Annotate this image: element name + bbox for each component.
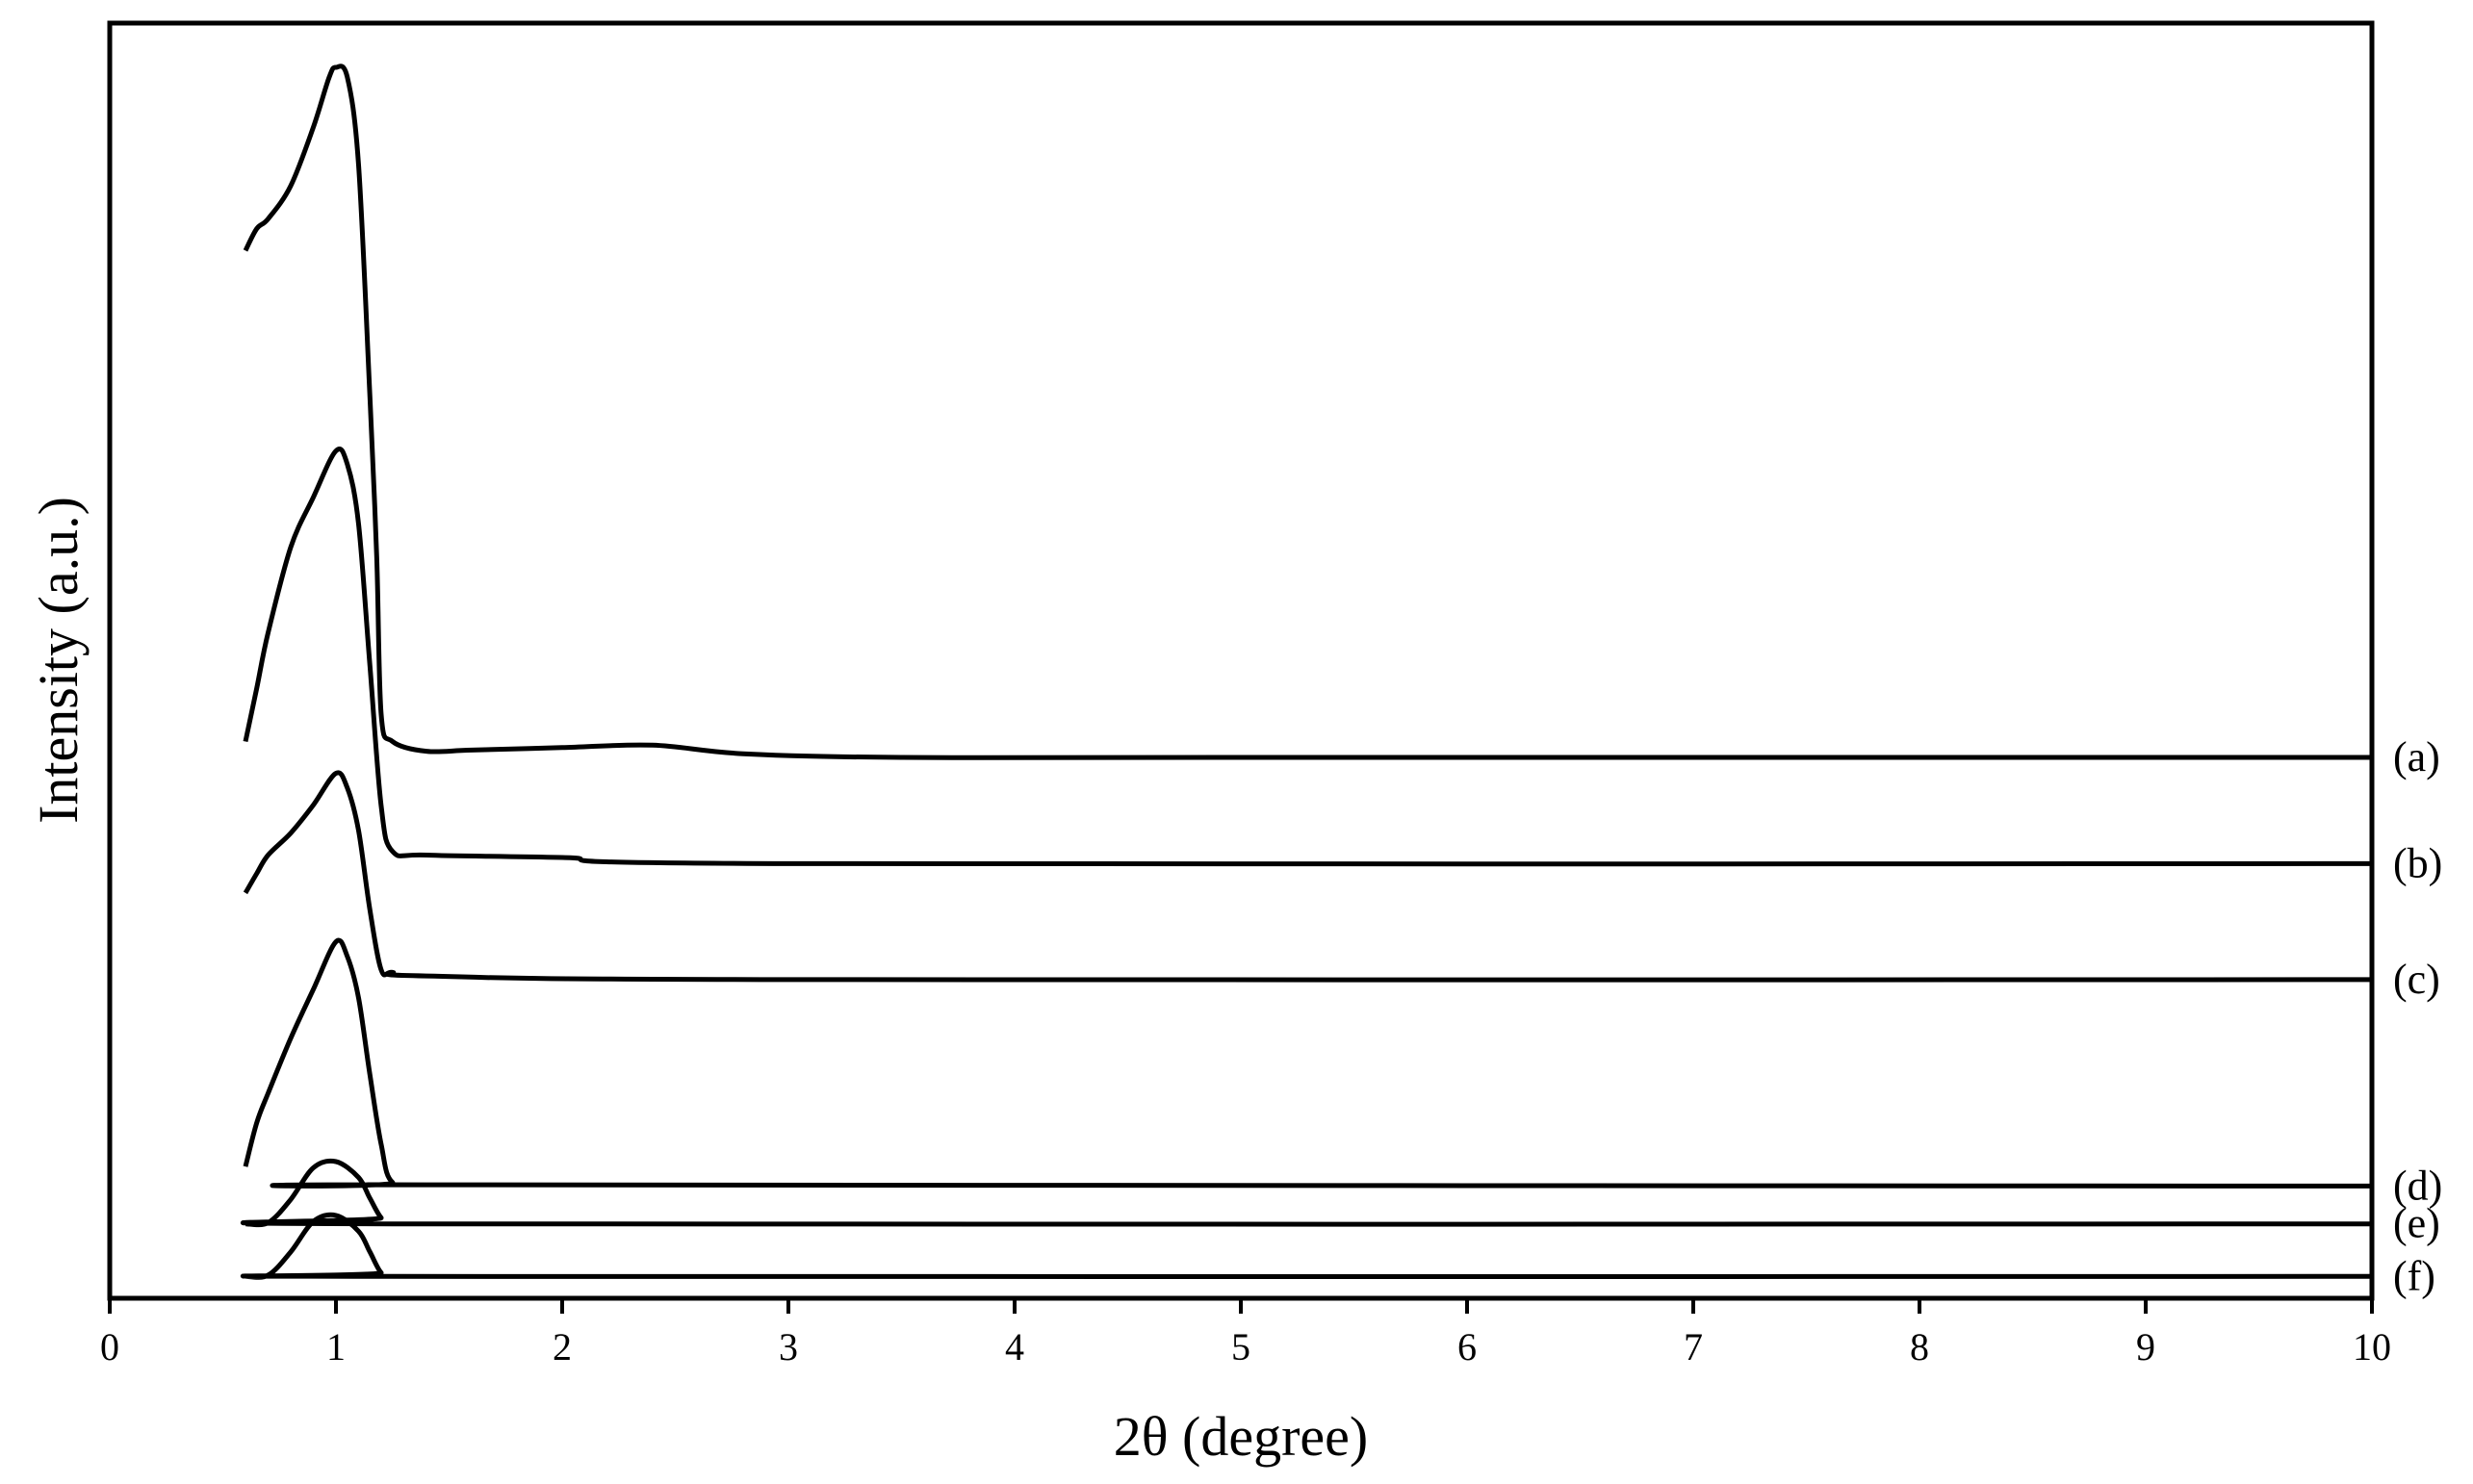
x-tick-label-9: 9 (2136, 1325, 2155, 1369)
x-tick-label-2: 2 (553, 1325, 572, 1369)
series-line-a (243, 64, 2372, 760)
x-tick-label-8: 8 (1910, 1325, 1929, 1369)
x-tick-label-10: 10 (2353, 1325, 2391, 1369)
x-tick-label-5: 5 (1231, 1325, 1250, 1369)
series-line-f (240, 1212, 2373, 1280)
series-label-c: (c) (2393, 956, 2440, 1003)
x-tick-label-1: 1 (326, 1325, 346, 1369)
x-tick-label-0: 0 (100, 1325, 119, 1369)
series-label-e: (e) (2393, 1200, 2440, 1247)
x-tick-label-3: 3 (779, 1325, 798, 1369)
series-label-a: (a) (2393, 733, 2440, 780)
x-axis-ticks (108, 1298, 2374, 1314)
x-tick-label-6: 6 (1457, 1325, 1477, 1369)
series-labels: (a) (b) (c) (d)(e) (f) (2393, 733, 2442, 1299)
series-line-e (240, 1158, 2373, 1228)
x-axis-label: 2θ (degree) (1114, 1405, 1368, 1468)
series-label-d: (d) (2393, 1162, 2442, 1209)
series-line-b (243, 447, 2373, 867)
x-axis-tick-labels: 0 1 2 3 4 5 6 7 8 9 10 (100, 1325, 2391, 1369)
x-tick-label-7: 7 (1684, 1325, 1703, 1369)
plot-frame (107, 20, 2375, 1301)
series-line-c (243, 770, 2373, 983)
series-lines (240, 64, 2373, 1280)
x-tick-label-4: 4 (1005, 1325, 1024, 1369)
series-label-b: (b) (2393, 839, 2442, 886)
series-label-f: (f) (2393, 1252, 2435, 1299)
y-axis-label: Intensity (a.u.) (27, 497, 90, 824)
series-line-d (243, 937, 2373, 1189)
